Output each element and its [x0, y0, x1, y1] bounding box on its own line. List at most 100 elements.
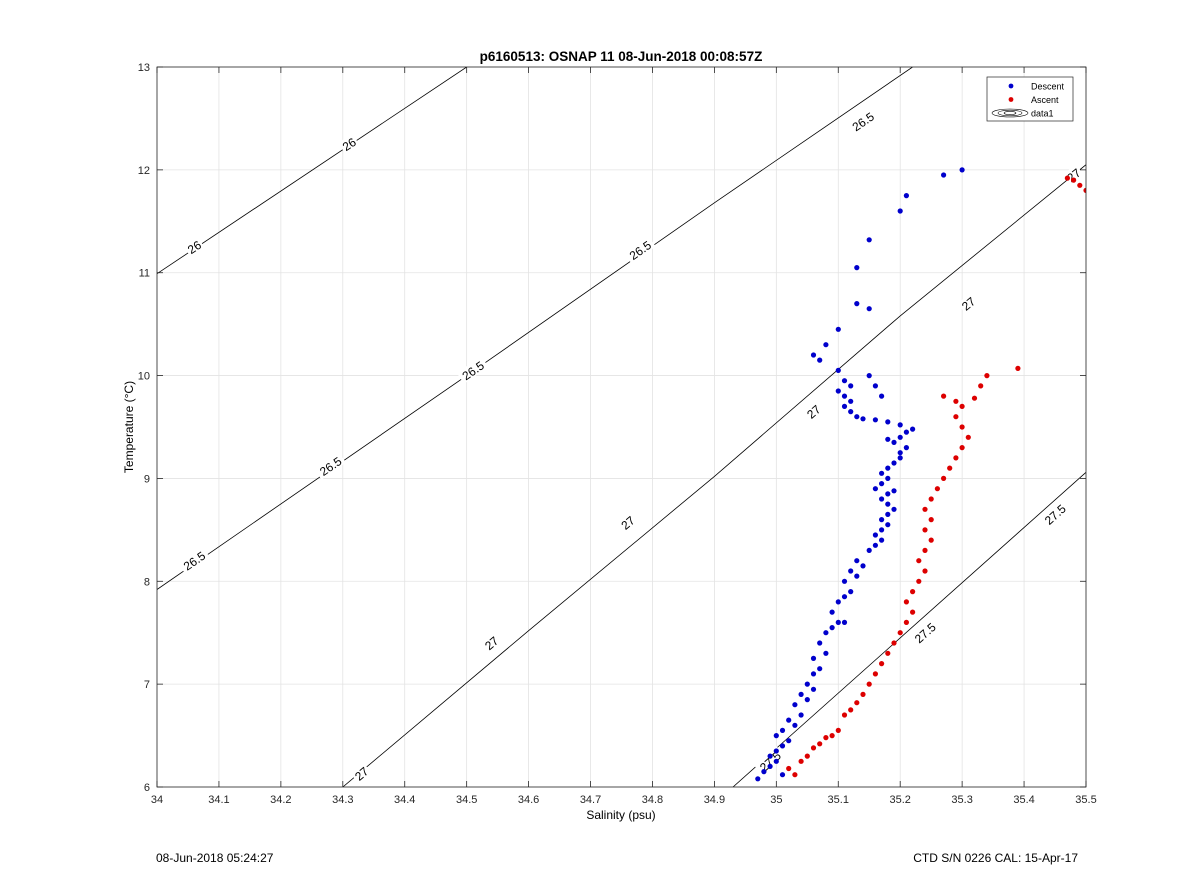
contour-label-bg: [350, 762, 372, 784]
instrument-info: CTD S/N 0226 CAL: 15-Apr-17: [913, 851, 1078, 865]
descent-point: [854, 558, 860, 564]
x-tick-label: 34.4: [394, 794, 415, 806]
descent-point: [841, 619, 848, 626]
descent-point: [897, 208, 903, 214]
descent-point: [903, 429, 910, 435]
sigma-contour-26.5: [157, 67, 913, 590]
ascent-point: [959, 445, 965, 451]
sigma-contour-27.5: [732, 472, 1086, 787]
contour-label-group: 27: [616, 511, 638, 533]
contour-label-bg: [178, 546, 210, 575]
contour-label-group: 26: [338, 133, 360, 154]
x-tick-label: 35.2: [889, 794, 910, 806]
ascent-point: [922, 506, 928, 512]
descent-point: [872, 383, 879, 389]
ascent-point: [959, 403, 965, 409]
contour-label-bg: [314, 451, 346, 480]
ascent-point: [879, 661, 885, 667]
descent-point: [885, 491, 891, 497]
ascent-point: [903, 599, 910, 605]
y-tick-label: 11: [139, 268, 150, 280]
legend-label-data1: data1: [1031, 109, 1054, 119]
descent-point: [835, 388, 841, 394]
ascent-point: [848, 707, 854, 713]
descent-point: [810, 655, 817, 662]
x-tick-label: 34.8: [642, 794, 663, 806]
ascent-point: [922, 527, 928, 533]
ascent-point: [934, 486, 941, 492]
ascent-point: [1083, 187, 1086, 193]
ascent-point: [916, 558, 922, 564]
descent-point: [848, 398, 854, 404]
descent-point: [848, 568, 854, 574]
y-tick-label: 13: [138, 62, 150, 74]
descent-point: [879, 481, 885, 487]
descent-point: [779, 727, 786, 734]
ascent-point: [922, 547, 928, 554]
x-axis-label: Salinity (psu): [586, 808, 655, 822]
ascent-point: [971, 395, 978, 401]
contour-label-bg: [802, 400, 824, 422]
descent-point: [891, 506, 897, 512]
descent-point: [804, 681, 810, 687]
ascent-point: [1071, 177, 1077, 183]
ascent-point: [984, 373, 990, 379]
descent-point: [798, 691, 804, 698]
descent-point: [841, 578, 848, 584]
descent-point: [872, 532, 879, 538]
x-axis-ticks: 34 34.1 34.2 34.3 34.4 34.5 34.6 34.7 34.8 34.9 35…: [151, 67, 1097, 806]
descent-point: [817, 357, 823, 363]
legend-marker-descent: [1008, 83, 1014, 89]
descent-point: [897, 434, 903, 440]
chart-title: p6160513: OSNAP 11 08-Jun-2018 00:08:57Z: [480, 49, 763, 64]
descent-point: [910, 426, 916, 432]
x-tick-label: 34.9: [704, 794, 725, 806]
legend[interactable]: Descent Ascent data1: [986, 76, 1074, 122]
descent-point: [854, 301, 860, 307]
axes-frame: [156, 66, 1087, 788]
ascent-point: [953, 398, 959, 404]
contour-label-bg: [1039, 499, 1071, 529]
descent-point: [829, 625, 835, 631]
descent-point: [854, 414, 860, 420]
ascent-point: [959, 424, 965, 430]
descent-point: [959, 167, 965, 173]
descent-point: [779, 772, 786, 778]
descent-point: [866, 373, 872, 379]
descent-point: [872, 542, 879, 548]
descent-point: [872, 417, 879, 423]
descent-point: [786, 717, 792, 723]
ascent-point: [804, 753, 810, 759]
ascent-point: [823, 735, 829, 741]
contour-label-bg: [616, 511, 638, 533]
descent-point: [810, 686, 817, 692]
ascent-point: [786, 765, 792, 772]
x-tick-label: 35.1: [828, 794, 849, 806]
descent-point: [885, 511, 891, 517]
descent-point: [885, 436, 891, 442]
contour-label-bg: [480, 632, 502, 654]
x-tick-label: 35: [770, 794, 782, 806]
descent-point: [773, 748, 779, 754]
legend-box: [986, 76, 1074, 122]
contour-label-group: 27: [350, 762, 372, 784]
ascent-point: [910, 589, 916, 595]
descent-point: [879, 527, 885, 533]
ascent-point: [1077, 182, 1083, 188]
descent-point: [854, 573, 860, 579]
descent-point: [860, 416, 866, 422]
descent-point: [798, 712, 804, 718]
x-tick-label: 34.6: [518, 794, 539, 806]
ascent-point: [965, 434, 971, 440]
descent-point: [903, 445, 910, 451]
ascent-point: [910, 609, 916, 615]
descent-point: [835, 619, 841, 626]
descent-point: [823, 342, 829, 348]
descent-point: [891, 488, 897, 494]
y-tick-label: 9: [144, 473, 150, 485]
x-tick-label: 35.4: [1013, 794, 1034, 806]
descent-point: [804, 697, 810, 703]
descent-point: [792, 702, 798, 708]
x-tick-label: 35.5: [1075, 794, 1096, 806]
